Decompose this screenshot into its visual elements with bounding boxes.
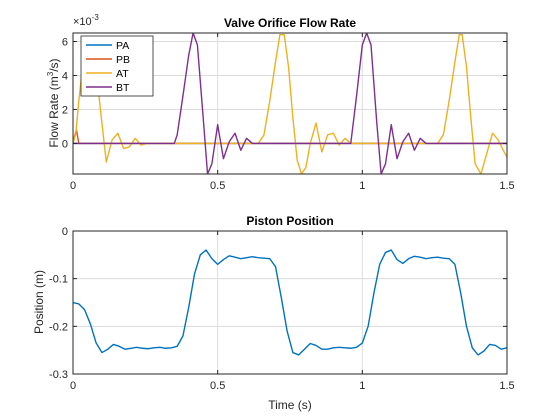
y-tick-label: 0 (62, 138, 68, 150)
x-tick-label: 0.5 (210, 380, 225, 392)
piston-position-axes-box (72, 230, 508, 375)
flow-rate-axes: Valve Orifice Flow Rate ×10-3 Flow Rate … (46, 13, 515, 192)
exponent-label: ×10-3 (73, 13, 99, 28)
y-tick-label: 4 (62, 70, 68, 82)
piston-position-lines (73, 249, 507, 356)
x-tick-label: 0 (70, 180, 76, 192)
piston-position-series-1-line (73, 249, 507, 356)
flow-rate-lines (73, 33, 507, 174)
y-tick-label: 2 (62, 104, 68, 116)
flow-rate-ylabel-end: /s) (47, 58, 61, 71)
x-tick-label: 1.5 (499, 380, 514, 392)
x-tick-label: 1 (359, 380, 365, 392)
legend-label-pa: PA (116, 40, 129, 52)
y-tick-label: 0 (62, 226, 68, 238)
flow-rate-ylabel-sup: 3 (46, 71, 55, 76)
x-tick-label: 1 (359, 180, 365, 192)
legend-label-pb: PB (116, 54, 130, 66)
exponent-value: -3 (92, 13, 100, 22)
exponent-base: ×10 (73, 16, 92, 28)
flow-rate-ylabel-base: Flow Rate (m (47, 76, 61, 147)
flow-rate-title: Valve Orifice Flow Rate (224, 16, 356, 30)
piston-position-grid (72, 230, 508, 375)
flow-rate-ticks: 0 0.5 1 1.5 0 2 4 6 (62, 33, 515, 192)
legend-label-at: AT (116, 68, 129, 80)
flow-rate-ylabel: Flow Rate (m3/s) (46, 58, 61, 147)
x-tick-label: 0.5 (210, 180, 225, 192)
piston-position-xlabel: Time (s) (268, 398, 312, 412)
flow-rate-axes-box (72, 32, 508, 175)
piston-position-title: Piston Position (246, 214, 333, 228)
x-tick-label: 0 (70, 380, 76, 392)
legend: PA PB AT BT (80, 35, 154, 97)
y-tick-label: -0.2 (49, 321, 68, 333)
y-tick-label: -0.3 (49, 369, 68, 381)
piston-position-ticks: 0 0.5 1 1.5 -0.3 -0.2 -0.1 0 (49, 226, 515, 392)
x-tick-label: 1.5 (499, 180, 514, 192)
legend-label-bt: BT (116, 82, 130, 94)
flow-rate-series-bt-line (73, 33, 507, 174)
piston-position-ylabel: Position (m) (32, 270, 46, 334)
y-tick-label: -0.1 (49, 274, 68, 286)
y-tick-label: 6 (62, 36, 68, 48)
legend-box (80, 35, 154, 97)
